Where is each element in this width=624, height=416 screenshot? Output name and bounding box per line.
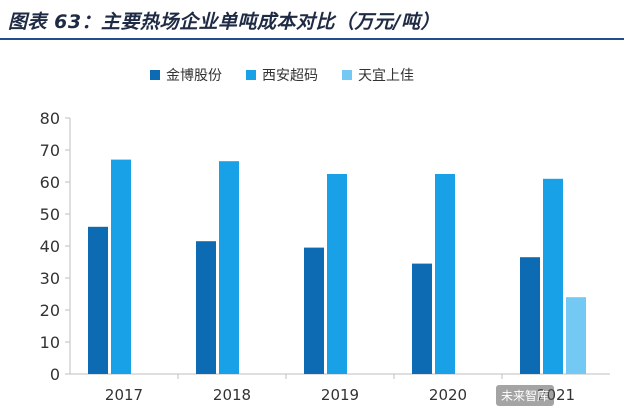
bar-1-2017 — [111, 159, 131, 374]
chart-title: 图表 63：主要热场企业单吨成本对比（万元/吨） — [8, 11, 440, 33]
legend-swatch-xian-chaoma — [246, 70, 256, 80]
legend-item-tianyi-shangjia: 天宜上佳 — [342, 65, 414, 85]
y-tick-label: 60 — [40, 173, 60, 192]
bar-2-2021 — [566, 297, 586, 374]
y-tick-label: 0 — [50, 365, 60, 384]
y-tick-label: 10 — [40, 333, 60, 352]
bar-1-2021 — [543, 178, 563, 374]
y-tick-label: 70 — [40, 141, 60, 160]
legend-item-jinbo: 金博股份 — [150, 65, 222, 85]
legend-label-tianyi-shangjia: 天宜上佳 — [358, 68, 414, 84]
bar-0-2021 — [520, 257, 540, 374]
bar-1-2018 — [219, 161, 239, 374]
y-tick-label: 20 — [40, 301, 60, 320]
y-tick-label: 40 — [40, 237, 60, 256]
bar-0-2018 — [196, 241, 216, 374]
y-tick-label: 80 — [40, 109, 60, 128]
bar-0-2017 — [88, 226, 108, 374]
bar-0-2019 — [304, 247, 324, 374]
legend: 金博股份 西安超码 天宜上佳 — [150, 65, 414, 85]
legend-label-jinbo: 金博股份 — [166, 68, 222, 84]
bar-0-2020 — [412, 263, 432, 374]
bar-1-2019 — [327, 174, 347, 374]
legend-item-xian-chaoma: 西安超码 — [246, 65, 318, 85]
legend-label-xian-chaoma: 西安超码 — [262, 68, 318, 84]
y-tick-label: 50 — [40, 205, 60, 224]
x-tick-label: 2020 — [429, 386, 467, 404]
title-bar: 图表 63：主要热场企业单吨成本对比（万元/吨） — [0, 0, 624, 40]
x-tick-label: 2018 — [213, 386, 251, 404]
x-tick-label: 2017 — [105, 386, 143, 404]
legend-swatch-tianyi-shangjia — [342, 70, 352, 80]
x-tick-label: 2019 — [321, 386, 359, 404]
bar-1-2020 — [435, 174, 455, 374]
watermark: 未来智库 — [496, 385, 555, 406]
y-tick-label: 30 — [40, 269, 60, 288]
legend-swatch-jinbo — [150, 70, 160, 80]
